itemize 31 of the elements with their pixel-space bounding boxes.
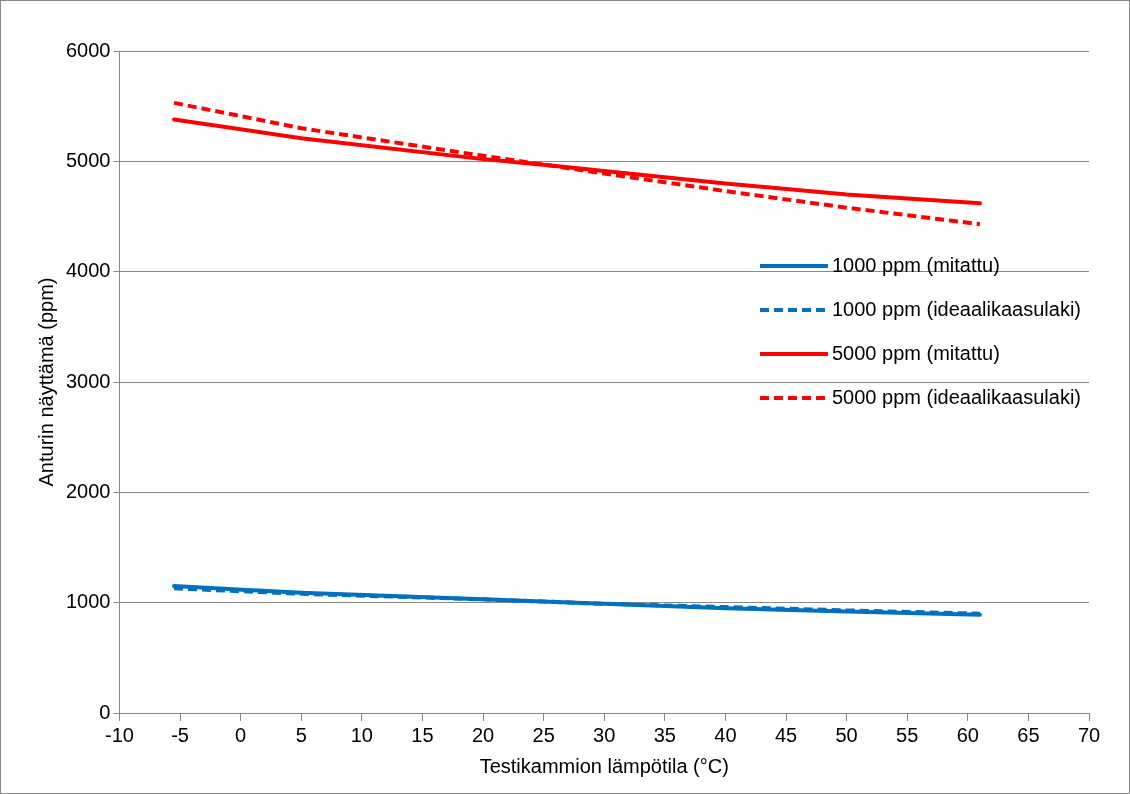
y-tick-label: 3000 (65, 369, 111, 392)
legend-label: 5000 ppm (mitattu) (831, 341, 1000, 364)
legend-label: 5000 ppm (ideaalikaasulaki) (831, 385, 1082, 408)
x-tick-label: 70 (1077, 723, 1101, 746)
x-tick-label: 10 (350, 723, 373, 746)
x-tick-label: 25 (532, 723, 555, 746)
x-tick-label: 35 (653, 723, 676, 746)
x-tick-label: -10 (105, 723, 134, 746)
line-series (172, 100, 982, 227)
legend-label: 1000 ppm (ideaalikaasulaki) (831, 297, 1082, 320)
x-tick-label: 50 (835, 723, 858, 746)
y-axis-title: Anturin näyttämä (ppm) (34, 277, 57, 487)
y-tick-label: 0 (99, 700, 111, 723)
x-tick-label: 0 (235, 723, 247, 746)
y-tick-label: 2000 (65, 479, 111, 502)
x-tick-label: 55 (896, 723, 919, 746)
x-tick-label: 40 (714, 723, 737, 746)
y-tick-label: 5000 (65, 148, 111, 171)
x-tick-label: 60 (956, 723, 979, 746)
x-tick-label: -5 (171, 723, 189, 746)
y-tick-label: 4000 (65, 259, 111, 282)
x-tick-label: 30 (593, 723, 616, 746)
y-tick-label: 1000 (65, 590, 111, 613)
legend-label: 1000 ppm (mitattu) (831, 253, 1000, 276)
y-tick-label: 6000 (65, 38, 111, 61)
x-tick-label: 15 (411, 723, 434, 746)
x-tick-label: 65 (1017, 723, 1040, 746)
x-tick-label: 20 (471, 723, 495, 746)
x-tick-label: 45 (774, 723, 798, 746)
x-tick-label: 5 (295, 723, 307, 746)
x-axis-title: Testikammion lämpötila (°C) (479, 754, 729, 777)
